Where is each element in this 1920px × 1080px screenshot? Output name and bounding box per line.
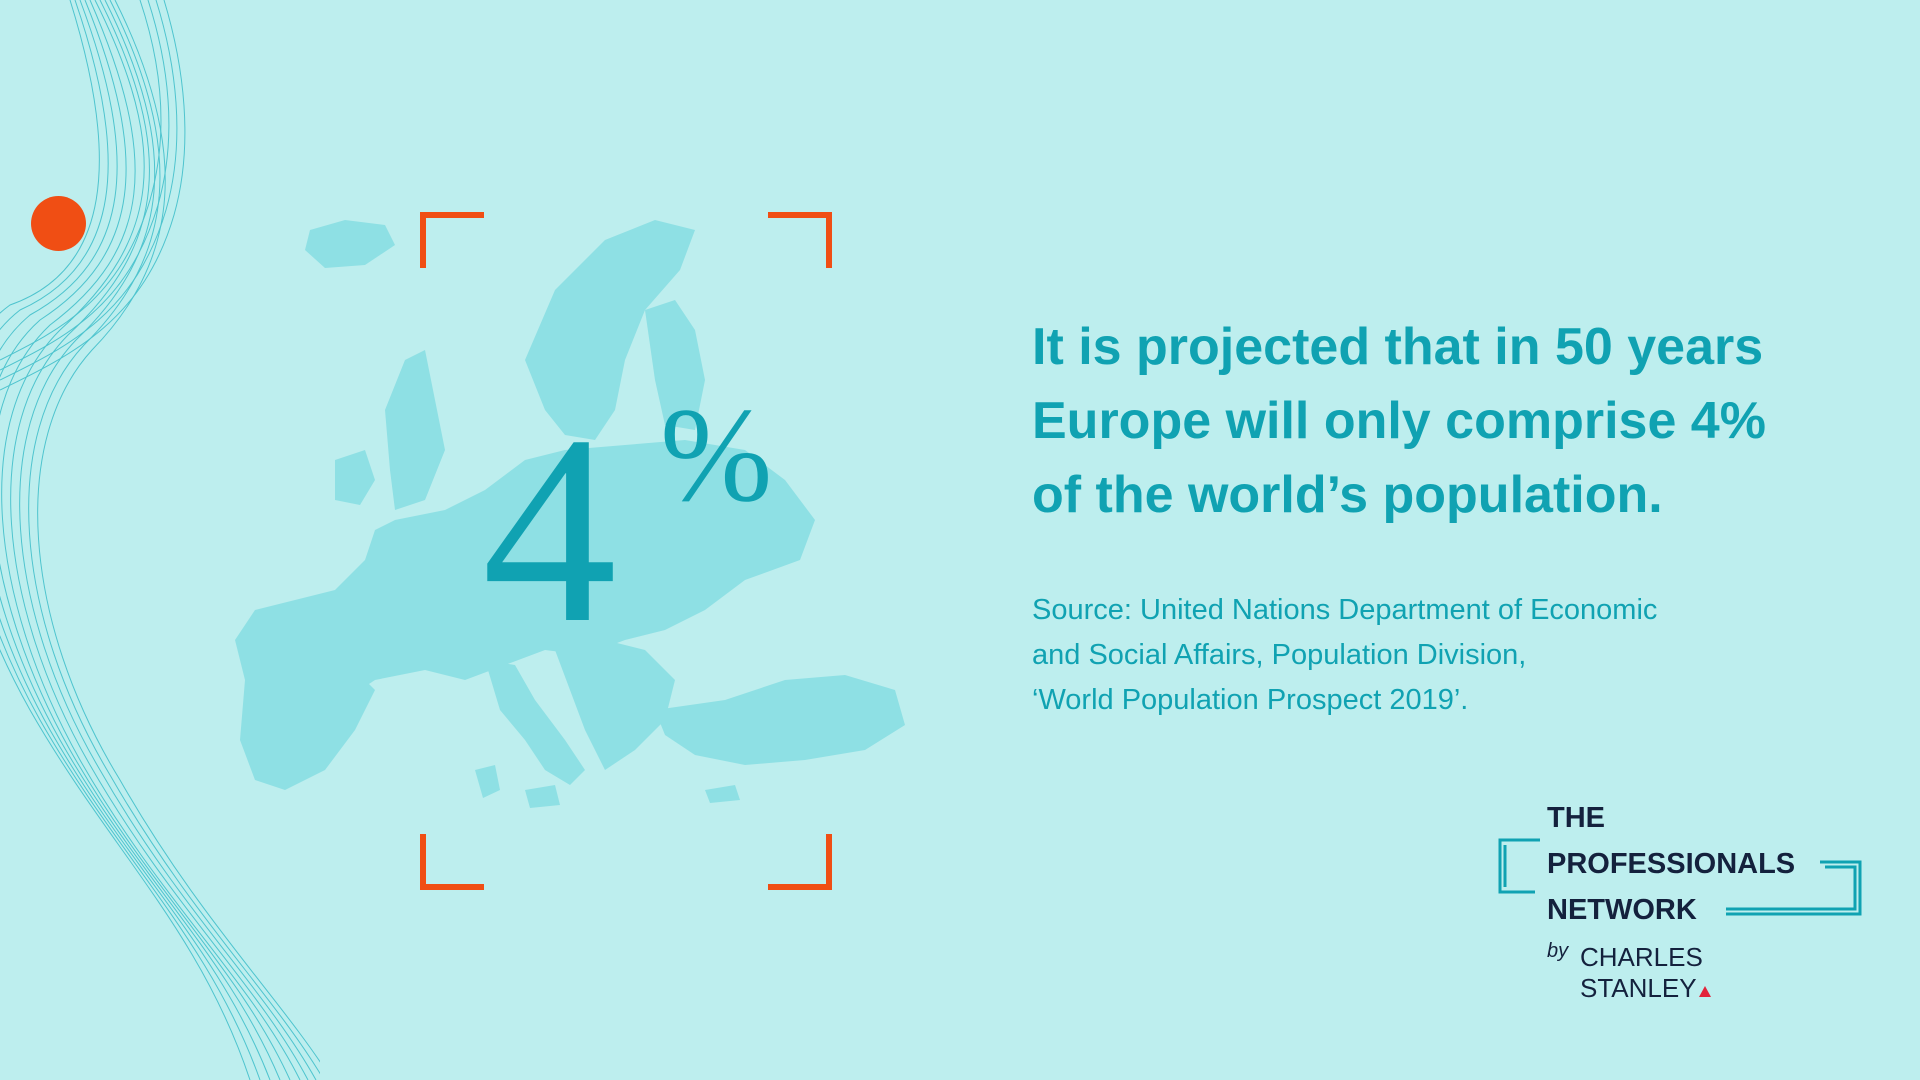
source-line: ‘World Population Prospect 2019’. — [1032, 684, 1469, 716]
logo-brand: CHARLES STANLEY — [1580, 942, 1711, 1004]
logo-line-network: NETWORK — [1547, 894, 1697, 926]
focus-bracket-bottom-right — [768, 834, 832, 890]
headline-line: of the world’s population. — [1032, 466, 1663, 524]
focus-bracket-bottom-left — [420, 834, 484, 890]
focus-bracket-top-left — [420, 212, 484, 268]
headline-line: Europe will only comprise 4% — [1032, 392, 1766, 450]
brand-logo: THE PROFESSIONALS NETWORK by CHARLES STA… — [1490, 790, 1870, 1010]
orange-dot — [31, 196, 86, 251]
logo-line-the: THE — [1547, 802, 1605, 834]
headline: It is projected that in 50 years Europe … — [1032, 310, 1862, 532]
source-line: and Social Affairs, Population Division, — [1032, 639, 1527, 671]
source-line: Source: United Nations Department of Eco… — [1032, 594, 1658, 626]
europe-map-graphic — [225, 210, 965, 890]
headline-line: It is projected that in 50 years — [1032, 318, 1764, 376]
logo-frame — [1498, 838, 1862, 916]
stat-percent-sign: % — [660, 381, 773, 530]
stat-number: 4 — [482, 380, 617, 679]
wave-lines-decoration — [0, 0, 320, 1080]
logo-line-professionals: PROFESSIONALS — [1547, 848, 1796, 880]
source-citation: Source: United Nations Department of Eco… — [1032, 588, 1852, 723]
red-triangle-icon — [1698, 986, 1711, 997]
logo-by: by — [1547, 940, 1569, 962]
focus-bracket-top-right — [768, 212, 832, 268]
logo-brand-line2: STANLEY — [1580, 973, 1697, 1003]
logo-brand-line1: CHARLES — [1580, 942, 1703, 972]
